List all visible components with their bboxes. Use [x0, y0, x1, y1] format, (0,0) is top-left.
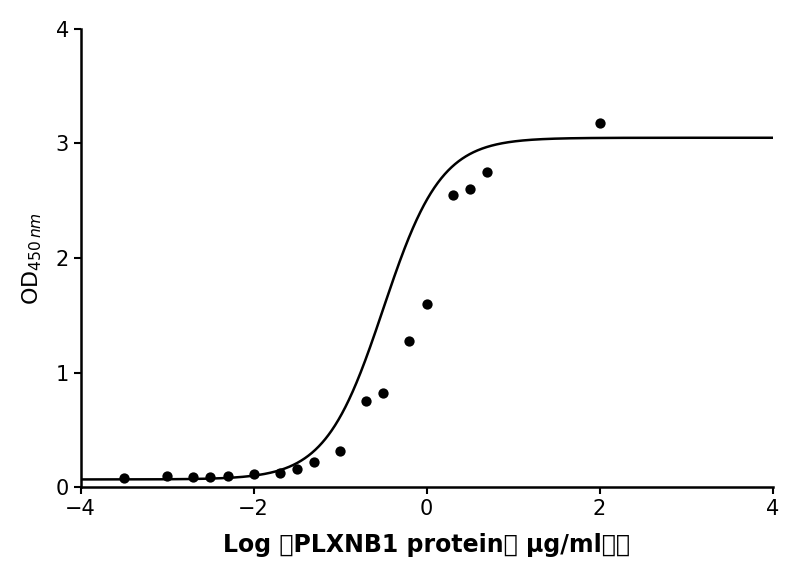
Point — [463, 185, 476, 194]
X-axis label: Log （PLXNB1 protein（ μg/ml））: Log （PLXNB1 protein（ μg/ml）） — [223, 533, 630, 557]
Y-axis label: $\mathrm{OD}_{450\,nm}$: $\mathrm{OD}_{450\,nm}$ — [21, 212, 45, 305]
Point — [403, 336, 416, 345]
Point — [273, 468, 286, 477]
Point — [481, 168, 494, 177]
Point — [118, 474, 130, 483]
Point — [186, 473, 199, 482]
Point — [360, 397, 373, 406]
Point — [377, 389, 390, 398]
Point — [247, 469, 260, 479]
Point — [446, 191, 459, 200]
Point — [204, 473, 217, 482]
Point — [161, 472, 174, 481]
Point — [420, 299, 433, 309]
Point — [334, 446, 346, 455]
Point — [222, 472, 234, 481]
Point — [308, 458, 321, 467]
Point — [593, 118, 606, 128]
Point — [290, 465, 303, 474]
